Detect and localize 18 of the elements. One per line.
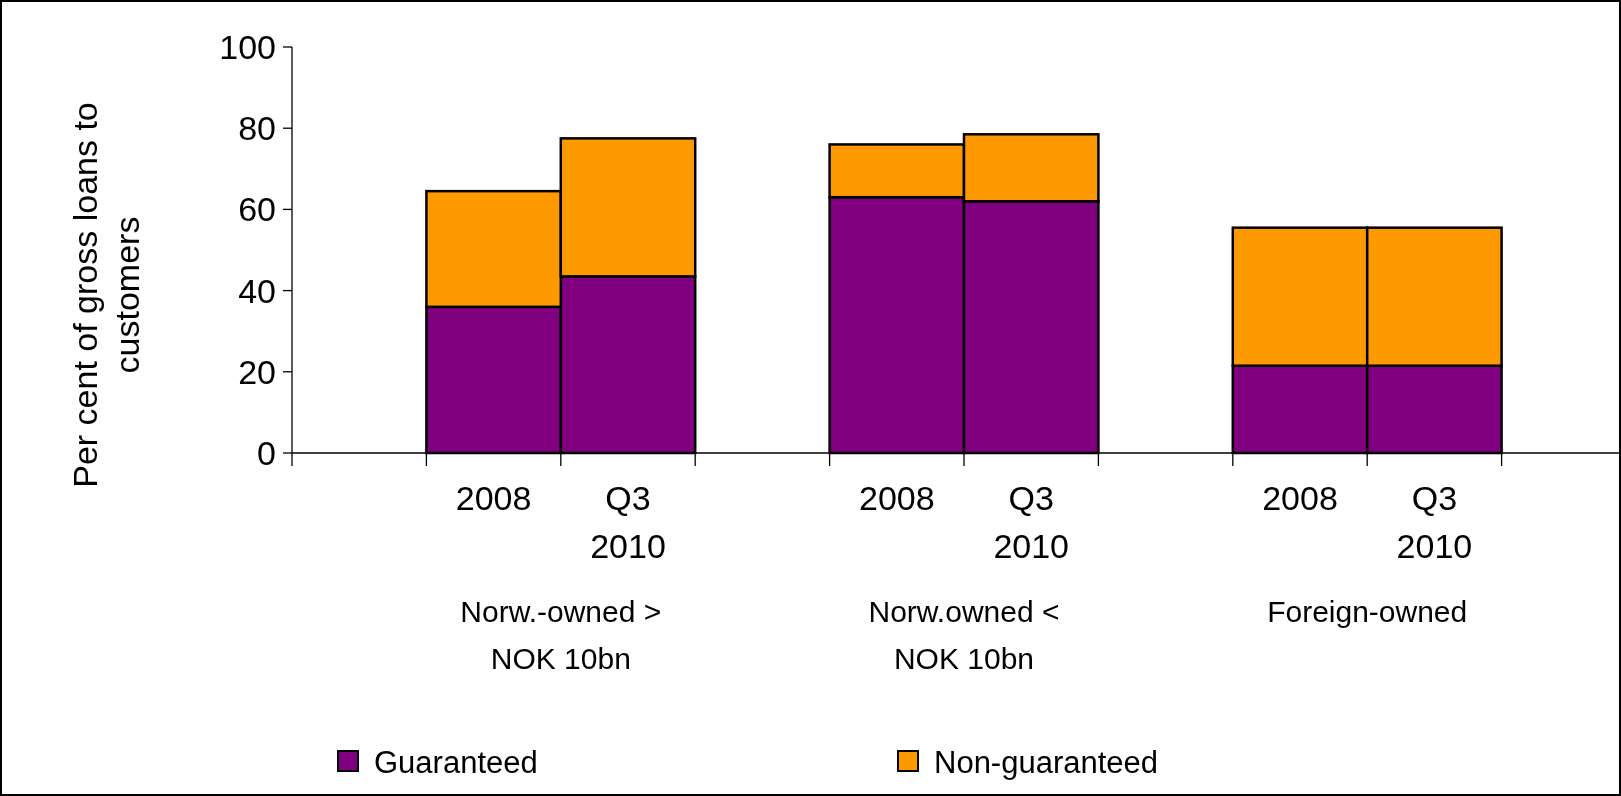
y-tick-label: 60 xyxy=(238,190,276,229)
legend-label: Non-guaranteed xyxy=(934,744,1159,780)
y-tick-label: 100 xyxy=(219,27,276,66)
x-tick-label: Q3 2010 xyxy=(590,479,666,565)
text: Norw.owned < NOK 10bn xyxy=(868,595,1060,675)
x-tick-label: Q3 2010 xyxy=(1396,479,1473,565)
x-tick-label: 2008 xyxy=(858,479,935,517)
y-tick-label: 40 xyxy=(238,271,276,310)
x-tick-label: 2008 xyxy=(1262,479,1338,517)
text: Foreign-owned xyxy=(1267,595,1468,628)
y-tick-label: 20 xyxy=(238,352,276,391)
y-axis-title: Per cent of gross loans to customers xyxy=(66,102,146,488)
x-tick-label: 2008 xyxy=(455,479,532,517)
text: Norw.-owned > NOK 10bn xyxy=(460,595,662,675)
y-tick-label: 0 xyxy=(257,433,276,472)
x-tick-label: Q3 2010 xyxy=(993,479,1070,565)
legend-label: Guaranteed xyxy=(374,744,538,780)
y-tick-label: 80 xyxy=(238,109,276,148)
